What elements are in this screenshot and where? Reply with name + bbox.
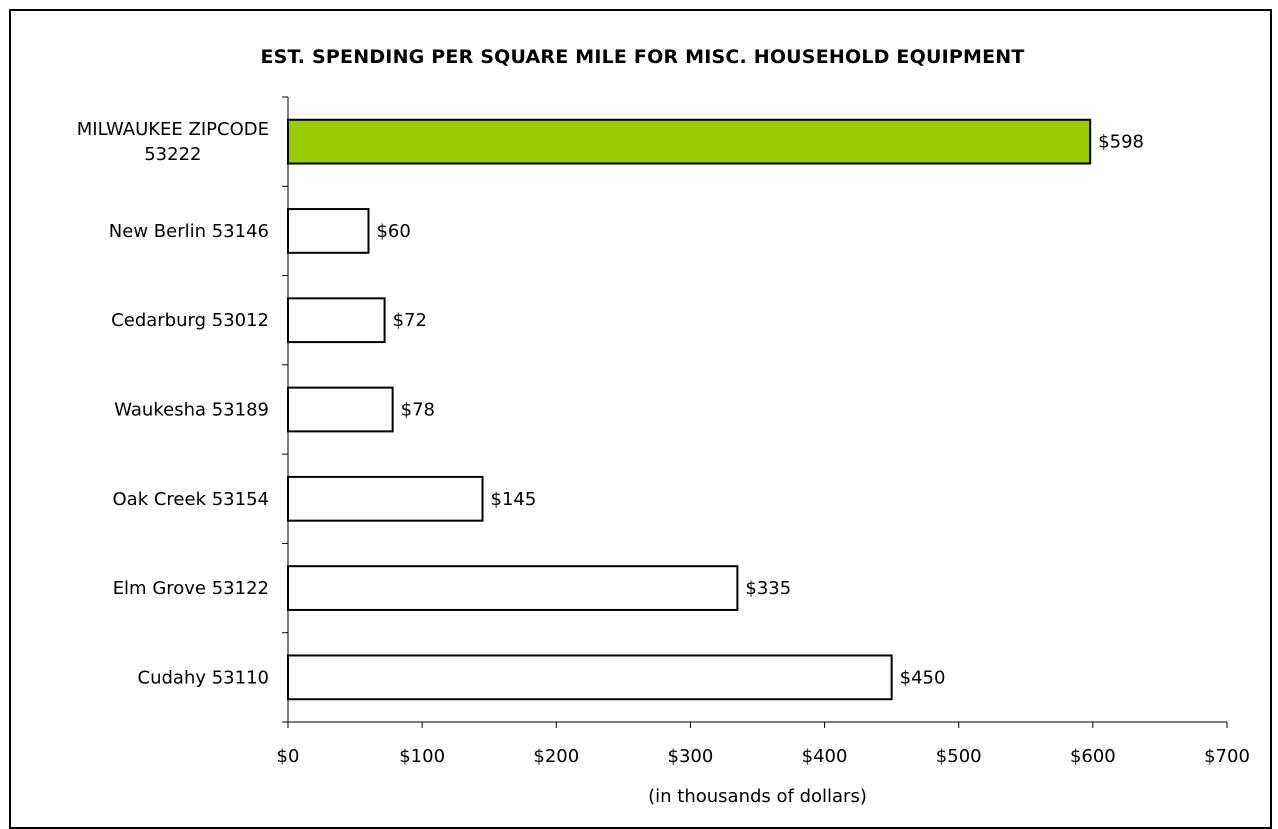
category-label: Elm Grove 53122 xyxy=(113,578,269,599)
x-tick-label: $200 xyxy=(533,746,579,767)
x-tick-label: $700 xyxy=(1204,746,1250,767)
data-label: $78 xyxy=(401,400,435,421)
x-tick-label: $500 xyxy=(936,746,982,767)
bar xyxy=(287,297,386,344)
category-label: Cudahy 53110 xyxy=(138,667,269,688)
x-tick-label: $400 xyxy=(802,746,848,767)
x-tick-label: $0 xyxy=(277,746,300,767)
bar xyxy=(287,654,893,701)
category-label: MILWAUKEE ZIPCODE xyxy=(77,119,269,140)
category-label: 53222 xyxy=(144,144,201,165)
x-tick-label: $300 xyxy=(668,746,714,767)
data-label: $60 xyxy=(376,221,410,242)
x-axis-title: (in thousands of dollars) xyxy=(648,786,867,807)
data-label: $450 xyxy=(900,667,946,688)
data-label: $335 xyxy=(745,578,791,599)
data-label: $72 xyxy=(393,310,427,331)
category-label: New Berlin 53146 xyxy=(109,221,269,242)
bar xyxy=(287,565,739,611)
category-label: Cedarburg 53012 xyxy=(111,310,269,331)
data-label: $598 xyxy=(1098,132,1144,153)
bar xyxy=(287,208,370,254)
category-label: Oak Creek 53154 xyxy=(113,489,269,510)
bar xyxy=(287,386,394,433)
category-label: Waukesha 53189 xyxy=(114,400,269,421)
chart-title: EST. SPENDING PER SQUARE MILE FOR MISC. … xyxy=(260,46,1025,68)
data-label: $145 xyxy=(491,489,537,510)
x-tick-label: $100 xyxy=(399,746,445,767)
bar xyxy=(287,118,1092,165)
x-tick-label: $600 xyxy=(1070,746,1116,767)
bar xyxy=(287,475,484,522)
